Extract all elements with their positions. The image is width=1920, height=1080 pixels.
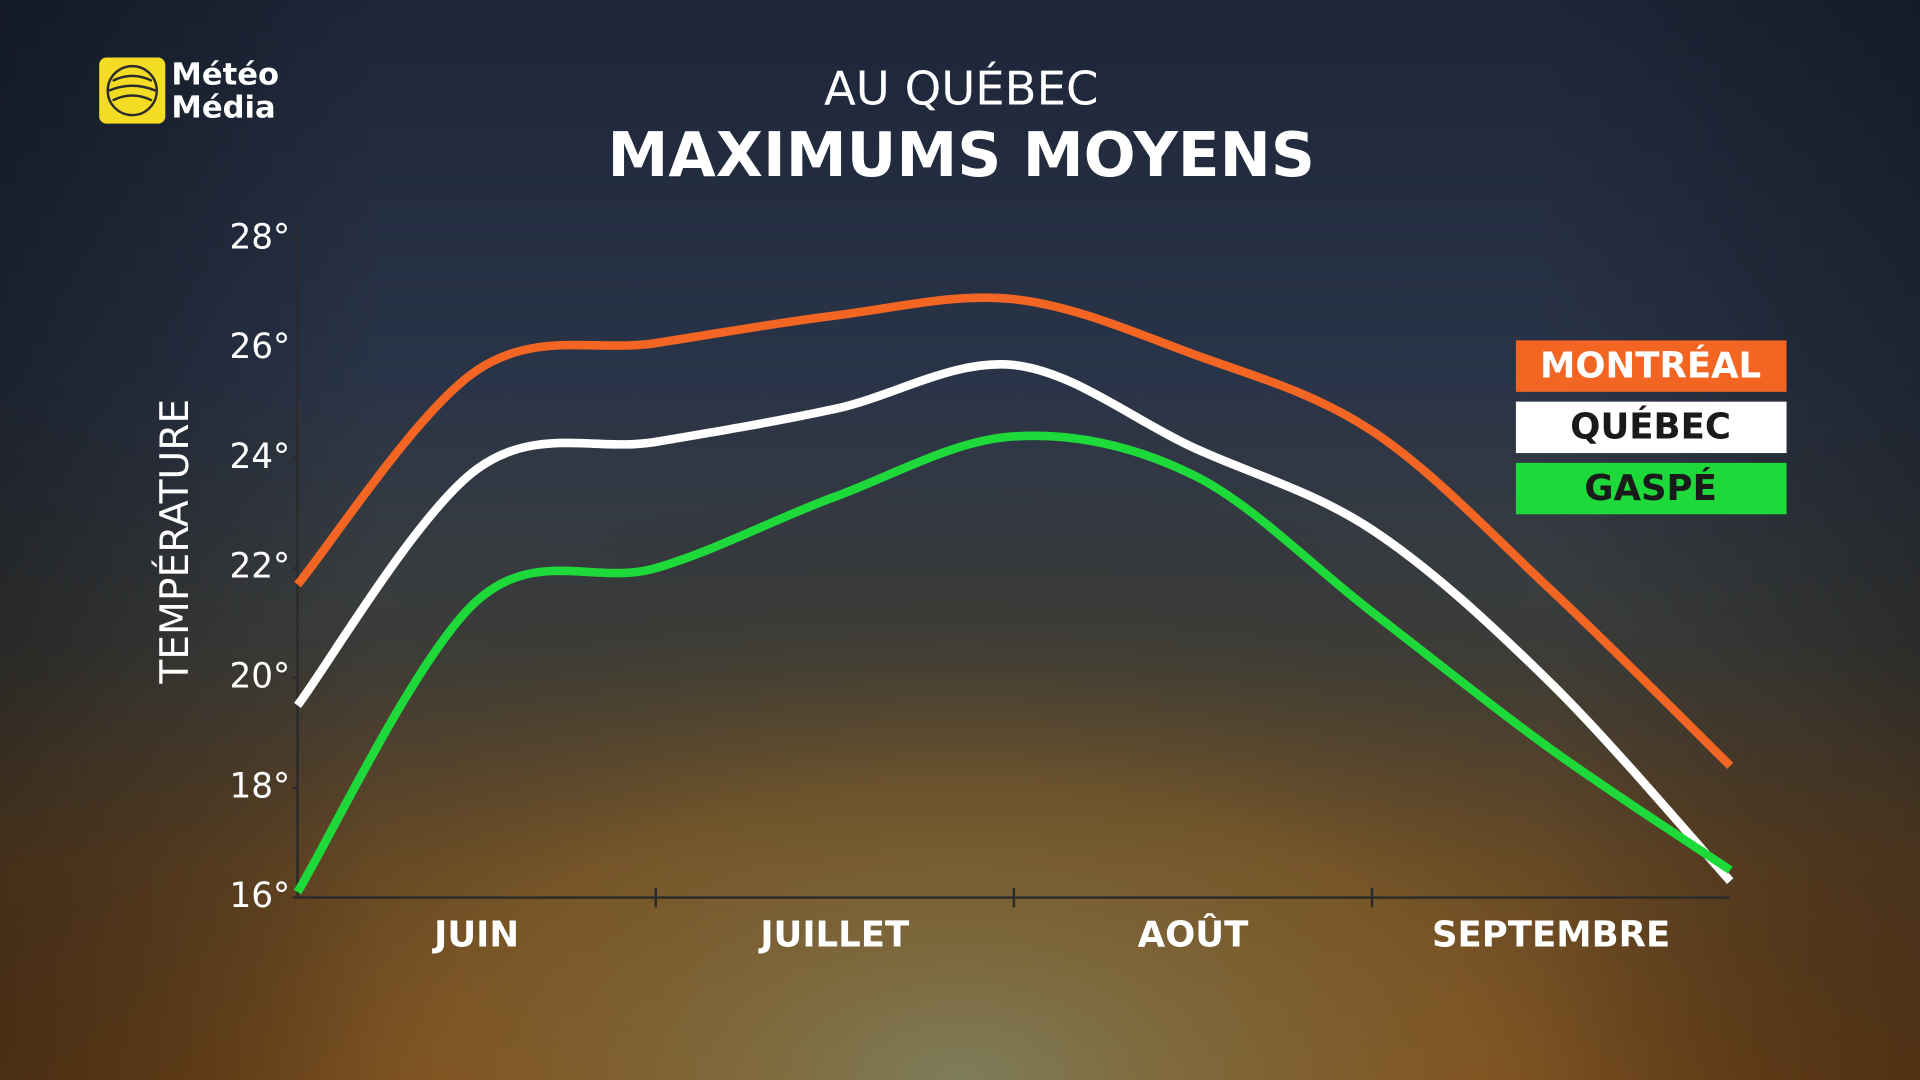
y-tick-label: 22° [229,547,290,587]
logo-text: Météo [171,57,279,92]
chart-title: AU QUÉBEC [824,61,1098,115]
y-tick-label: 18° [229,766,290,806]
y-axis-label: TEMPÉRATURE [151,399,198,685]
legend-label: GASPÉ [1584,467,1716,509]
series-line [294,360,1734,884]
series-line [293,431,1733,895]
x-tick-label: AOÛT [1138,914,1249,956]
legend-swatch [1515,462,1787,515]
legend-label: QUÉBEC [1570,406,1731,448]
legend-label: MONTRÉAL [1540,344,1761,386]
y-tick-label: 20° [229,656,290,696]
x-tick-label: SEPTEMBRE [1432,915,1670,956]
x-tick-label: JUILLET [758,915,910,956]
y-tick-label: 26° [229,327,290,367]
legend-swatch [1515,401,1787,454]
chart-subtitle: MAXIMUMS MOYENS [607,120,1314,191]
logo-globe-lines [108,74,156,102]
y-tick-label: 28° [229,217,290,257]
y-tick-label: 24° [229,437,290,477]
series-line [294,293,1734,769]
x-tick-label: JUIN [432,915,519,956]
logo-globe [106,64,158,117]
logo: Météo Média [99,57,279,125]
legend-swatch [1515,340,1787,392]
y-tick-label: 16° [229,876,290,916]
logo-text: Média [171,90,275,125]
